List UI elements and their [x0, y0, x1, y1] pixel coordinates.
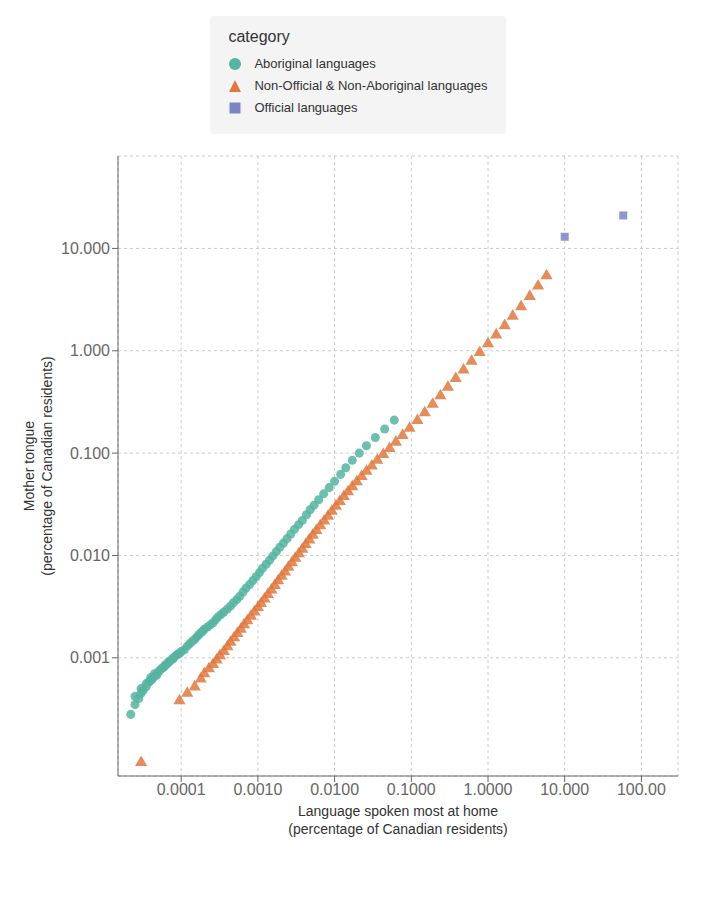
svg-text:1.0000: 1.0000: [464, 781, 513, 798]
svg-text:100.00: 100.00: [617, 781, 666, 798]
svg-text:0.0001: 0.0001: [157, 781, 206, 798]
svg-text:0.0100: 0.0100: [310, 781, 359, 798]
html-text:Non-Official & Non-Aboriginal: Non-Official & Non-Aboriginal languages: [254, 78, 488, 93]
svg-text:1.000: 1.000: [70, 342, 110, 359]
svg-text:0.1000: 0.1000: [387, 781, 436, 798]
svg-text:Language spoken most at home(p: Language spoken most at home(percentage …: [288, 803, 507, 837]
svg-text:0.100: 0.100: [70, 445, 110, 462]
svg-text:Mother tongue(percentage of Ca: Mother tongue(percentage of Canadian res…: [21, 356, 55, 575]
svg-text:10.000: 10.000: [540, 781, 589, 798]
html-text:category: category: [228, 28, 290, 45]
svg-text:0.010: 0.010: [70, 547, 110, 564]
html-text:Aboriginal languages: Aboriginal languages: [254, 56, 376, 71]
svg-text:0.001: 0.001: [70, 649, 110, 666]
svg-text:0.0010: 0.0010: [233, 781, 282, 798]
svg-text:10.000: 10.000: [61, 240, 110, 257]
html-text:Official languages: Official languages: [254, 100, 358, 115]
